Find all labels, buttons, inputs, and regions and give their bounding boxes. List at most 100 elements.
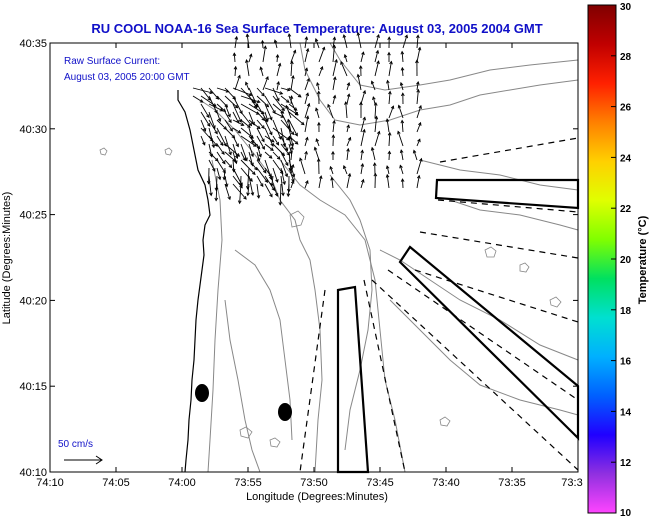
current-vector xyxy=(416,47,421,63)
current-vector xyxy=(288,33,292,49)
current-vector-head xyxy=(346,147,350,152)
current-vector xyxy=(360,90,366,105)
current-vector-head xyxy=(314,38,319,42)
current-vector xyxy=(402,178,404,189)
current-vector-head xyxy=(237,74,241,79)
current-vector-head xyxy=(217,176,222,181)
current-vector-head xyxy=(361,51,365,56)
current-vector xyxy=(386,165,390,175)
current-vector-head xyxy=(224,183,229,188)
current-vector xyxy=(280,87,290,91)
current-vector-head xyxy=(265,117,269,122)
y-tick-label: 40:30 xyxy=(19,124,47,136)
current-vector-head xyxy=(362,89,367,94)
current-vector-head xyxy=(315,138,319,143)
current-vector xyxy=(240,151,246,161)
current-vector xyxy=(372,96,376,105)
current-vector xyxy=(216,167,221,180)
current-vector-head xyxy=(294,140,299,145)
scale-arrow-head xyxy=(95,455,103,465)
current-vector xyxy=(216,103,226,112)
current-vector xyxy=(248,143,254,157)
current-vector-head xyxy=(416,88,421,93)
current-vector xyxy=(224,111,232,123)
current-vector xyxy=(208,87,219,100)
current-vector-head xyxy=(304,36,309,41)
current-vector-head xyxy=(356,31,361,36)
current-vector-head xyxy=(290,180,295,184)
current-vector-head xyxy=(332,119,336,124)
current-vector xyxy=(290,146,293,161)
current-vector xyxy=(215,183,218,201)
current-vector xyxy=(288,151,292,171)
current-vector xyxy=(360,179,364,189)
current-vector xyxy=(360,163,364,175)
current-vector-head xyxy=(281,192,285,197)
current-vector-head xyxy=(400,50,405,55)
current-vector xyxy=(256,87,265,97)
current-vector-head xyxy=(270,147,274,151)
current-vector xyxy=(280,167,286,185)
colorbar-tick-label: 10 xyxy=(620,508,632,518)
current-vector xyxy=(216,111,221,122)
current-vector xyxy=(248,87,258,107)
current-vector-head xyxy=(304,67,309,72)
current-vector xyxy=(256,167,268,183)
current-vector-head xyxy=(290,60,294,65)
current-vector xyxy=(224,135,232,155)
current-vector xyxy=(416,35,419,49)
current-vector xyxy=(234,66,237,77)
current-vector xyxy=(399,165,404,175)
current-vector-head xyxy=(265,76,269,80)
current-vector xyxy=(304,48,309,63)
current-vector xyxy=(401,67,404,77)
current-vector-head xyxy=(319,66,324,70)
x-tick-label: 74:05 xyxy=(102,477,130,489)
current-vector-head xyxy=(273,39,278,44)
current-vector-head xyxy=(342,34,347,39)
current-vector xyxy=(264,95,276,114)
current-vector-head xyxy=(332,76,337,81)
current-vector xyxy=(304,103,310,119)
coastline xyxy=(177,90,211,473)
current-vector-head xyxy=(321,46,326,51)
current-vector-head xyxy=(253,104,258,109)
current-vector xyxy=(276,81,280,91)
current-vector xyxy=(232,87,252,96)
colorbar-tick-label: 18 xyxy=(620,306,632,317)
current-vector xyxy=(272,135,279,146)
current-vector-head xyxy=(343,53,348,58)
current-vector xyxy=(416,175,420,189)
current-vector xyxy=(272,159,284,174)
current-vector xyxy=(304,68,308,77)
current-vector xyxy=(246,34,250,49)
current-vector-head xyxy=(305,115,310,120)
current-vector xyxy=(208,111,216,129)
current-vector xyxy=(374,116,378,133)
current-vector xyxy=(315,108,320,119)
current-vector-head xyxy=(370,146,375,151)
current-vector-head xyxy=(265,103,270,108)
current-vector-head xyxy=(233,65,238,70)
current-vector xyxy=(256,95,269,108)
current-vector xyxy=(343,34,348,49)
current-vector-head xyxy=(256,99,261,104)
current-vector-head xyxy=(227,196,231,201)
current-vector xyxy=(346,124,350,133)
current-vector-head xyxy=(347,172,352,177)
current-vector-head xyxy=(285,99,290,103)
current-vector-head xyxy=(400,119,405,124)
current-vector xyxy=(400,82,404,91)
current-vector xyxy=(360,129,365,147)
current-vector-head xyxy=(247,124,251,128)
current-vector xyxy=(331,177,334,189)
current-vector-head xyxy=(316,81,320,86)
current-vector xyxy=(288,167,295,182)
current-vector xyxy=(208,95,218,114)
current-vector xyxy=(256,119,265,129)
current-vector-head xyxy=(245,81,249,86)
current-vector-head xyxy=(279,170,284,175)
current-vector xyxy=(318,47,325,63)
current-vector-head xyxy=(316,157,321,162)
current-vector-head xyxy=(251,121,255,126)
